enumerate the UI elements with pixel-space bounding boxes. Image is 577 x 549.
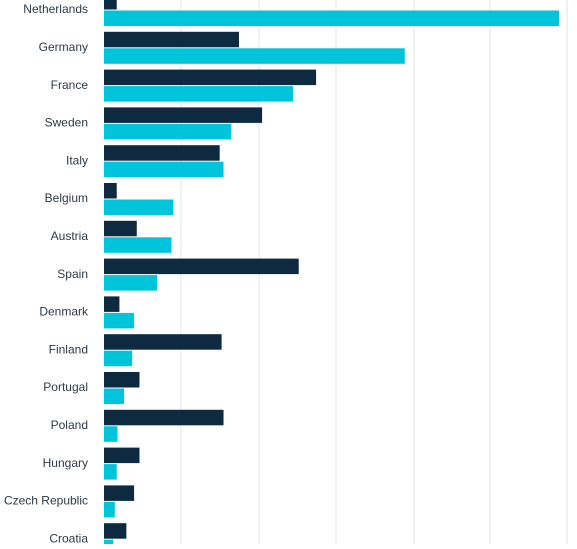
bar-series-dark (104, 334, 222, 350)
category-label: Italy (66, 153, 88, 167)
category-label: Spain (57, 267, 88, 281)
category-label: Denmark (39, 305, 89, 319)
bar-series-dark (104, 0, 117, 10)
bar-series-cyan (104, 501, 115, 518)
category-label: Czech Republic (4, 494, 88, 508)
bar-layer (104, 0, 559, 549)
bar-series-cyan (104, 275, 158, 291)
category-label: France (51, 78, 89, 92)
category-label: Netherlands (23, 2, 88, 16)
bar-series-cyan (104, 10, 559, 26)
bar-series-dark (104, 447, 140, 464)
category-label: Sweden (45, 116, 88, 130)
bar-series-cyan (104, 199, 174, 215)
bar-series-cyan (104, 123, 232, 140)
category-label: Croatia (49, 531, 88, 544)
bar-series-dark (104, 258, 299, 275)
bar-series-dark (104, 183, 117, 199)
bar-series-dark (104, 220, 137, 237)
category-label: Belgium (45, 191, 88, 205)
bar-series-dark (104, 296, 120, 312)
bar-series-cyan (104, 350, 133, 367)
bar-series-cyan (104, 161, 224, 178)
bar-series-cyan (104, 426, 118, 442)
bar-series-dark (104, 409, 224, 426)
bar-series-cyan (104, 539, 114, 549)
bar-series-dark (104, 523, 127, 539)
bar-series-cyan (104, 48, 405, 64)
category-labels: Netherlands Germany France Sweden Italy Belgi… (4, 2, 89, 545)
bar-series-dark (104, 485, 135, 501)
category-label: Poland (51, 418, 88, 432)
bar-series-dark (104, 372, 140, 388)
bar-series-cyan (104, 388, 125, 404)
bar-series-dark (104, 145, 220, 161)
category-label: Finland (49, 342, 88, 356)
category-label: Germany (39, 40, 88, 54)
category-label: Hungary (43, 456, 88, 470)
category-label: Portugal (43, 380, 88, 394)
bar-series-cyan (104, 464, 117, 480)
bar-series-dark (104, 107, 263, 123)
bar-series-cyan (104, 312, 135, 329)
bar-series-cyan (104, 237, 172, 253)
bar-series-dark (104, 69, 317, 86)
bar-series-dark (104, 31, 239, 48)
bar-series-cyan (104, 86, 293, 102)
category-label: Austria (51, 229, 89, 243)
